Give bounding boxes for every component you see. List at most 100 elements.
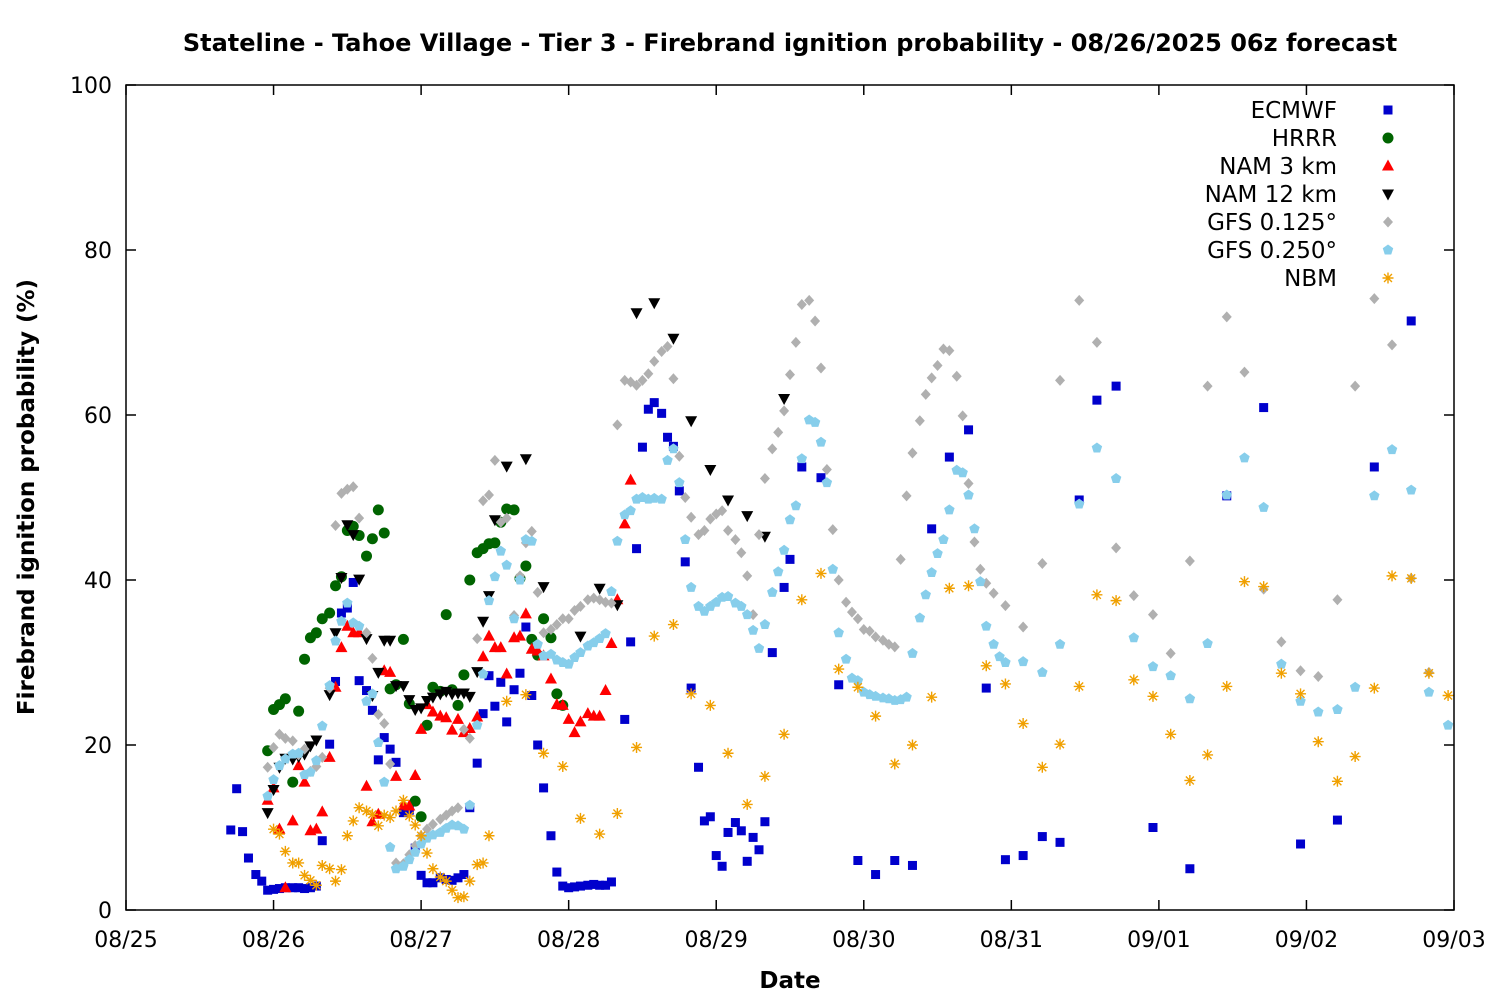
- data-point: [914, 415, 925, 427]
- data-point: [310, 735, 323, 747]
- data-point: [316, 613, 328, 625]
- data-point: [975, 563, 986, 575]
- data-point: [1018, 621, 1029, 633]
- data-point: [833, 627, 844, 638]
- data-point: [294, 883, 304, 893]
- data-point: [398, 808, 408, 818]
- data-point: [796, 298, 807, 310]
- data-point: [796, 453, 808, 464]
- data-point: [324, 680, 335, 691]
- data-point: [593, 709, 606, 721]
- data-point: [366, 533, 378, 545]
- data-point: [362, 686, 372, 696]
- data-point: [367, 688, 378, 699]
- data-point: [500, 461, 513, 473]
- data-point: [1369, 490, 1380, 501]
- data-point: [538, 747, 550, 759]
- data-point: [1147, 690, 1159, 702]
- data-point: [1147, 661, 1159, 672]
- data-point: [680, 492, 691, 503]
- data-point: [907, 860, 917, 870]
- data-point: [324, 863, 336, 875]
- data-point: [1128, 590, 1139, 602]
- data-point: [1165, 670, 1176, 681]
- data-point: [821, 477, 833, 488]
- data-point: [747, 624, 759, 635]
- data-point: [293, 705, 305, 717]
- data-point: [870, 710, 882, 722]
- data-point: [943, 582, 955, 594]
- data-point: [280, 732, 291, 744]
- data-point: [785, 369, 795, 381]
- data-point: [537, 582, 550, 594]
- data-point: [316, 859, 328, 871]
- data-point: [796, 594, 808, 606]
- data-point: [1165, 647, 1176, 659]
- data-point: [890, 856, 900, 865]
- data-point: [243, 853, 253, 863]
- data-point: [280, 753, 291, 764]
- data-point: [574, 715, 587, 727]
- data-point: [668, 373, 679, 385]
- data-point: [963, 580, 975, 592]
- legend-marker: [1382, 189, 1394, 201]
- data-point: [568, 726, 581, 738]
- data-point: [680, 534, 691, 545]
- legend-label: NAM 12 km: [1205, 182, 1337, 208]
- data-point: [1442, 690, 1454, 701]
- data-point: [372, 504, 384, 516]
- data-point: [723, 827, 733, 837]
- data-point: [901, 691, 912, 702]
- data-point: [1295, 665, 1306, 677]
- data-point: [501, 559, 512, 570]
- axes: 08/25 08/26 08/27 08/28 08/29 08/30 08/31 09/01…: [70, 74, 1486, 953]
- data-point: [1387, 339, 1398, 351]
- data-point: [632, 544, 642, 554]
- x-tick-label: 08/29: [685, 928, 748, 953]
- data-point: [478, 709, 488, 719]
- data-point: [827, 524, 838, 536]
- data-point: [323, 690, 336, 702]
- data-point: [951, 370, 962, 382]
- data-point: [372, 807, 385, 819]
- data-point: [1054, 738, 1066, 750]
- data-point: [717, 505, 728, 517]
- data-point: [342, 603, 352, 613]
- data-point: [964, 425, 974, 435]
- data-point: [1017, 656, 1029, 667]
- data-point: [300, 884, 310, 894]
- data-point: [624, 473, 637, 485]
- legend-marker: [1382, 159, 1394, 171]
- data-point: [446, 723, 459, 735]
- data-point: [373, 708, 384, 720]
- y-tick-label: 60: [84, 404, 112, 429]
- data-point: [325, 739, 335, 749]
- data-point: [378, 527, 390, 539]
- data-point: [317, 836, 327, 846]
- data-point: [754, 845, 764, 855]
- y-tick-label: 100: [70, 74, 112, 99]
- data-point: [556, 698, 569, 710]
- data-point: [458, 723, 469, 735]
- data-point: [1295, 688, 1307, 700]
- data-point: [415, 811, 427, 823]
- data-point: [335, 573, 348, 585]
- data-point: [226, 825, 236, 835]
- data-point: [704, 699, 716, 711]
- legend-marker: [1382, 272, 1394, 284]
- data-point: [1349, 751, 1361, 763]
- data-point: [1442, 719, 1454, 730]
- data-point: [1000, 855, 1010, 865]
- data-point: [1202, 380, 1213, 392]
- data-point: [963, 477, 974, 489]
- data-point: [920, 388, 931, 400]
- data-point: [907, 447, 918, 459]
- data-point: [1073, 680, 1085, 692]
- plot-frame: [125, 84, 1455, 911]
- data-point: [722, 591, 734, 601]
- chart-title: Stateline - Tahoe Village - Tier 3 - Fir…: [183, 29, 1397, 57]
- data-point: [353, 802, 365, 814]
- data-point: [969, 536, 980, 548]
- data-point: [551, 619, 562, 631]
- data-point: [335, 641, 348, 653]
